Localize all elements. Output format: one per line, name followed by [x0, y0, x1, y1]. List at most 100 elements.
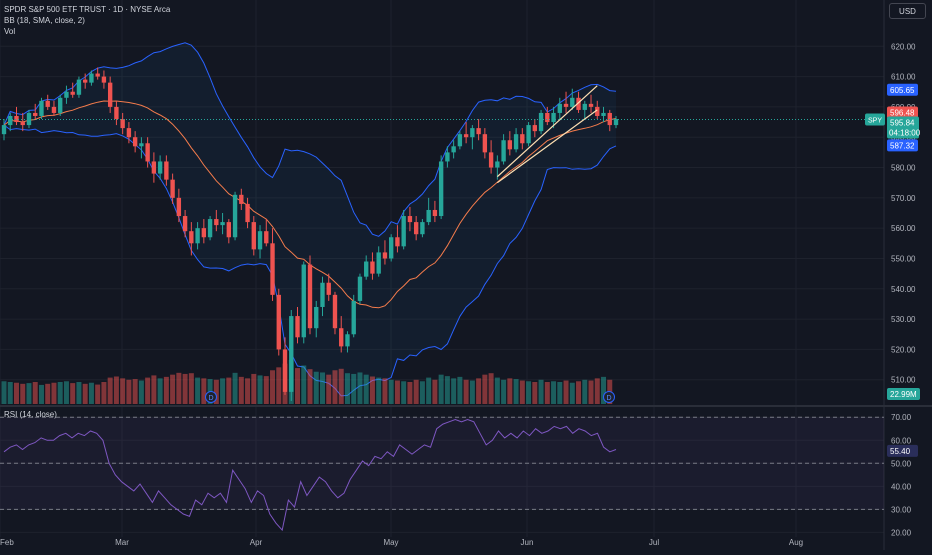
currency-button[interactable]: USD [889, 3, 926, 19]
volume-bar [107, 377, 113, 404]
dividend-marker [205, 391, 217, 403]
upper-band-badge: 605.65 [890, 86, 915, 95]
candle-body [370, 261, 375, 274]
candle-body [339, 328, 344, 347]
volume-bar [369, 376, 375, 404]
volume-bar [163, 376, 169, 404]
last-price-badge: 595.84 [890, 119, 915, 128]
volume-bar [313, 371, 319, 404]
candle-body [239, 194, 244, 204]
candle-body [326, 282, 331, 295]
volume-bar [32, 382, 38, 404]
time-tick-label: Feb [0, 538, 14, 547]
volume-bar [576, 381, 582, 404]
candle-body [432, 209, 438, 217]
volume-bar [488, 373, 494, 404]
bb-indicator-label[interactable]: BB (18, SMA, close, 2) [4, 16, 85, 25]
candle-body [445, 152, 450, 162]
volume-bar [20, 383, 26, 404]
candle-body [64, 91, 69, 98]
volume-bar [582, 379, 588, 404]
volume-bar [451, 378, 457, 404]
candle-body [282, 349, 288, 392]
rsi-value-badge: 55.40 [890, 447, 911, 456]
candle-body [120, 119, 125, 129]
rsi-tick-label: 50.00 [891, 459, 912, 468]
volume-bar [376, 377, 382, 404]
candle-body [307, 264, 313, 329]
candle-body [376, 252, 381, 274]
volume-bar [220, 378, 226, 404]
rsi-indicator-label[interactable]: RSI (14, close) [4, 410, 57, 419]
candle-body [214, 219, 219, 226]
time-tick-label: Jun [521, 538, 534, 547]
volume-bar [563, 380, 569, 404]
candle-body [388, 237, 394, 259]
volume-bar [438, 374, 444, 404]
candle-body [595, 106, 600, 116]
candle-body [70, 91, 75, 95]
volume-bar [501, 379, 507, 404]
candle-body [295, 316, 300, 338]
candle-body [51, 106, 57, 113]
price-tick-label: 550.00 [891, 254, 916, 263]
candle-body [145, 143, 150, 162]
candle-body [563, 103, 569, 107]
sell-price-badge: 596.48 [890, 109, 915, 118]
candle-body [351, 300, 356, 335]
candle-body [601, 112, 606, 116]
volume-bar [326, 374, 332, 404]
candle-body [139, 143, 144, 147]
volume-indicator-label[interactable]: Vol [4, 27, 16, 36]
candle-body [401, 216, 406, 247]
dividend-marker [603, 391, 615, 403]
candle-body [151, 161, 157, 174]
volume-bar [95, 384, 101, 404]
volume-bar [307, 369, 313, 404]
candle-body [314, 306, 319, 329]
volume-bar [432, 379, 438, 404]
volume-bar [76, 382, 82, 404]
candle-body [332, 294, 338, 329]
candle-body [413, 222, 419, 235]
countdown-badge: 04:18:00 [889, 129, 921, 138]
volume-bar [245, 378, 251, 404]
price-tick-label: 580.00 [891, 164, 916, 173]
volume-bar [463, 379, 469, 404]
candle-body [451, 146, 456, 153]
volume-bar [407, 382, 413, 404]
volume-bar [469, 380, 475, 404]
candle-body [101, 76, 107, 83]
candle-body [588, 103, 594, 107]
symbol-title[interactable]: SPDR S&P 500 ETF TRUST · 1D · NYSE Arca [4, 5, 171, 14]
candle-body [195, 228, 200, 244]
volume-bar [507, 378, 513, 404]
volume-bar [594, 378, 600, 404]
wedge-lower-trendline [496, 109, 598, 184]
bb-upper-line [3, 42, 617, 237]
bb-band-fill [4, 42, 616, 396]
candle-body [576, 97, 581, 110]
price-tick-label: 620.00 [891, 42, 916, 51]
candle-body [289, 316, 294, 392]
candle-body [207, 219, 213, 238]
candle-body [557, 103, 562, 113]
volume-bar [526, 381, 532, 404]
candle-body [189, 231, 194, 244]
volume-bar [332, 370, 338, 404]
time-tick-label: Aug [789, 538, 803, 547]
candle-body [395, 237, 400, 247]
candle-body [301, 264, 306, 338]
last-price-badge-bg [887, 116, 919, 139]
price-tick-label: 510.00 [891, 376, 916, 385]
upper-band-badge-bg [887, 83, 918, 96]
price-tick-label: 520.00 [891, 345, 916, 354]
volume-bar [482, 374, 488, 404]
candle-body [513, 134, 519, 150]
candle-body [463, 134, 469, 138]
candle-body [457, 134, 463, 147]
volume-bar [419, 381, 425, 404]
lower-band-badge: 587.32 [890, 141, 915, 150]
